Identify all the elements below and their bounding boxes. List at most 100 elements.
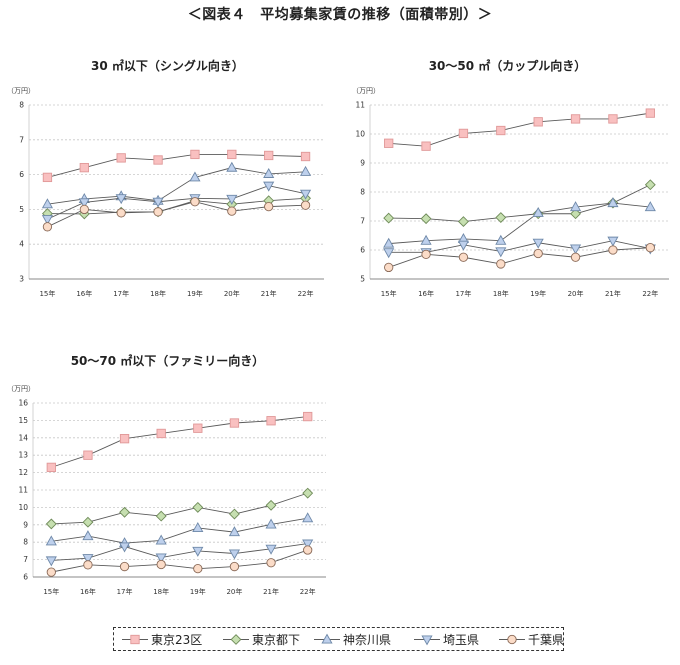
series-chiba bbox=[42, 197, 311, 232]
legend-item-saitama: 埼玉県 bbox=[414, 633, 479, 647]
data-point-chiba bbox=[119, 561, 130, 572]
data-point-saitama bbox=[299, 189, 312, 200]
series-tokyo-tama bbox=[45, 487, 314, 530]
series-line-tokyo-tama bbox=[51, 492, 308, 525]
legend-items: 東京23区 東京都下 神奈川県 埼玉県 千葉県 bbox=[122, 633, 564, 647]
data-point-chiba bbox=[79, 204, 89, 215]
legend-label: 神奈川県 bbox=[343, 633, 391, 647]
data-point-tokyo23 bbox=[533, 117, 543, 127]
data-point-tokyo23 bbox=[46, 462, 56, 473]
data-point-kanagawa bbox=[569, 201, 582, 212]
gridlines bbox=[29, 104, 324, 245]
data-point-kanagawa bbox=[420, 234, 432, 245]
data-point-chiba bbox=[300, 200, 311, 210]
data-point-kanagawa bbox=[155, 534, 167, 545]
y-tick-label: 6 bbox=[360, 246, 365, 255]
y-tick-label: 13 bbox=[18, 451, 28, 460]
data-point-kanagawa bbox=[607, 197, 619, 208]
series-line-saitama bbox=[47, 185, 306, 220]
data-point-tokyo-tama bbox=[155, 510, 167, 522]
data-point-saitama bbox=[155, 553, 167, 564]
x-tick-label: 20年 bbox=[224, 289, 240, 298]
data-point-chiba bbox=[303, 545, 313, 555]
y-tick-label: 10 bbox=[18, 503, 28, 512]
data-point-tokyo23 bbox=[384, 138, 394, 148]
legend-item-tokyo-tama: 東京都下 bbox=[223, 633, 300, 647]
series-line-saitama bbox=[388, 240, 651, 253]
data-point-saitama bbox=[192, 546, 204, 557]
x-tick-label: 22年 bbox=[298, 289, 314, 298]
data-point-tokyo-tama bbox=[229, 508, 240, 520]
x-tick-label: 15年 bbox=[381, 289, 397, 298]
data-point-saitama bbox=[78, 198, 90, 209]
data-point-kanagawa bbox=[45, 535, 57, 546]
y-tick-label: 12 bbox=[18, 468, 28, 477]
data-point-kanagawa bbox=[228, 526, 241, 537]
data-point-tokyo23 bbox=[156, 428, 166, 439]
legend-item-kanagawa: 神奈川県 bbox=[314, 633, 391, 647]
data-point-chiba bbox=[264, 201, 274, 212]
legend-label: 埼玉県 bbox=[443, 633, 479, 647]
data-point-chiba bbox=[570, 252, 581, 262]
data-point-tokyo23 bbox=[229, 418, 240, 428]
data-point-kanagawa bbox=[263, 167, 275, 178]
data-point-tokyo23 bbox=[645, 108, 655, 118]
x-tick-label: 21年 bbox=[605, 289, 621, 298]
data-point-tokyo-tama bbox=[82, 516, 94, 528]
series-line-tokyo23 bbox=[388, 112, 651, 147]
series-line-kanagawa bbox=[51, 517, 308, 544]
data-point-saitama bbox=[45, 556, 57, 567]
series-saitama bbox=[45, 539, 314, 567]
series-line-chiba bbox=[51, 549, 308, 573]
series-kanagawa bbox=[45, 512, 314, 548]
data-point-tokyo23 bbox=[193, 423, 203, 433]
data-point-chiba bbox=[421, 249, 431, 260]
data-point-tokyo23 bbox=[119, 434, 130, 444]
x-tick-label: 22年 bbox=[642, 289, 658, 298]
legend-label: 東京都下 bbox=[252, 633, 300, 647]
y-tick-label: 6 bbox=[23, 573, 28, 582]
y-tick-label: 7 bbox=[360, 217, 365, 226]
x-tick-label: 20年 bbox=[568, 289, 584, 298]
data-point-tokyo23 bbox=[227, 149, 237, 160]
series-line-tokyo-tama bbox=[388, 184, 651, 223]
data-point-chiba bbox=[608, 245, 618, 255]
series-line-saitama bbox=[51, 543, 308, 561]
data-point-tokyo23 bbox=[300, 151, 311, 162]
data-point-kanagawa bbox=[82, 530, 94, 541]
x-tick-label: 19年 bbox=[187, 289, 203, 298]
data-point-saitama bbox=[118, 542, 131, 553]
data-point-chiba bbox=[83, 560, 93, 570]
series-line-kanagawa bbox=[388, 202, 651, 245]
y-tick-label: 11 bbox=[355, 101, 365, 110]
data-point-tokyo23 bbox=[570, 114, 581, 124]
data-point-saitama bbox=[152, 197, 164, 208]
data-point-chiba bbox=[116, 208, 126, 218]
y-tick-label: 7 bbox=[19, 135, 24, 144]
x-tick-label: 18年 bbox=[150, 289, 166, 298]
x-tick-label: 17年 bbox=[113, 289, 129, 298]
data-point-chiba bbox=[266, 558, 276, 568]
data-point-tokyo-tama bbox=[420, 213, 432, 225]
data-point-tokyo23 bbox=[116, 153, 126, 163]
legend-label: 千葉県 bbox=[528, 633, 564, 647]
x-tick-label: 19年 bbox=[190, 587, 206, 596]
data-point-chiba bbox=[46, 567, 56, 577]
y-tick-label: 5 bbox=[360, 275, 365, 284]
legend-marker-tokyo-tama bbox=[230, 634, 242, 645]
y-tick-label: 7 bbox=[23, 555, 28, 564]
data-point-tokyo23 bbox=[153, 155, 163, 165]
data-point-tokyo-tama bbox=[302, 487, 314, 499]
data-point-chiba bbox=[42, 222, 53, 232]
series-line-chiba bbox=[47, 201, 306, 228]
gridlines bbox=[370, 104, 669, 251]
y-tick-label: 6 bbox=[19, 170, 24, 179]
y-tick-label: 9 bbox=[360, 159, 365, 168]
data-point-tokyo-tama bbox=[192, 501, 204, 513]
x-tick-label: 16年 bbox=[76, 289, 92, 298]
y-tick-label: 4 bbox=[19, 240, 24, 249]
legend-marker-kanagawa bbox=[321, 633, 333, 644]
figure-title: ＜図表４ 平均募集家賃の推移（面積帯別）＞ bbox=[187, 7, 493, 23]
series-chiba bbox=[46, 545, 313, 577]
x-tick-label: 18年 bbox=[153, 587, 169, 596]
